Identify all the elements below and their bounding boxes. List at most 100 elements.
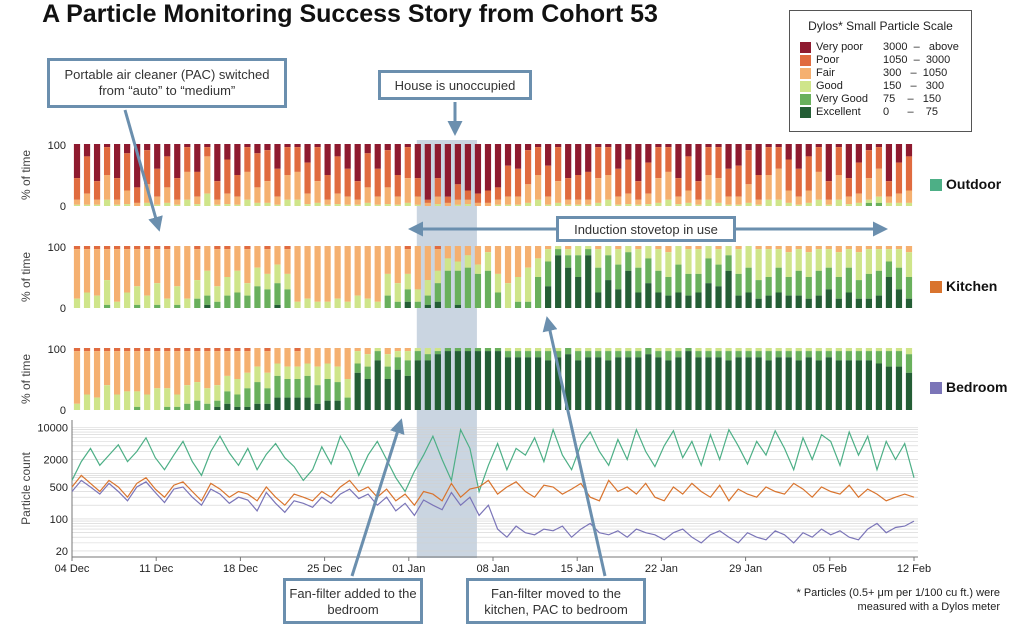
- bar-segment: [785, 202, 792, 206]
- bar-segment: [845, 144, 852, 179]
- bar-segment: [294, 348, 301, 352]
- legend-range: 1050 – 3000: [883, 54, 951, 66]
- bar-segment: [164, 348, 171, 352]
- bar-segment: [885, 348, 893, 352]
- bar-segment: [504, 196, 512, 205]
- callout-unoccupied: House is unoccupied: [378, 70, 532, 100]
- bar-segment: [655, 348, 662, 352]
- bar-segment: [464, 246, 472, 256]
- bar-segment: [164, 388, 171, 407]
- bar-segment: [765, 249, 772, 277]
- bar-segment: [775, 351, 782, 358]
- bar-segment: [555, 351, 562, 358]
- bar-segment: [264, 246, 271, 250]
- chart-title: A Particle Monitoring Success Story from…: [42, 0, 658, 28]
- bar-segment: [103, 385, 111, 410]
- bar-segment: [394, 283, 401, 302]
- bar-segment: [545, 165, 552, 197]
- bar-segment: [575, 348, 582, 352]
- bar-segment: [645, 144, 652, 163]
- bar-segment: [535, 246, 542, 259]
- bar-segment: [264, 351, 271, 373]
- bar-segment: [474, 246, 482, 265]
- bar-segment: [615, 144, 622, 169]
- x-tick-label: 05 Feb: [813, 563, 847, 575]
- bar-segment: [254, 246, 261, 268]
- bar-segment: [905, 252, 913, 277]
- bar-segment: [384, 379, 391, 410]
- bar-segment: [875, 249, 883, 271]
- bar-segment: [735, 295, 742, 308]
- bar-segment: [174, 394, 181, 407]
- bar-segment: [103, 175, 111, 200]
- bar-segment: [284, 199, 291, 206]
- bar-segment: [565, 144, 572, 179]
- bar-segment: [785, 277, 792, 296]
- bar-segment: [504, 246, 512, 284]
- bar-segment: [103, 280, 111, 305]
- bar-segment: [224, 391, 231, 404]
- bar-segment: [524, 150, 532, 185]
- bar-segment: [545, 351, 552, 361]
- bar-segment: [194, 351, 201, 383]
- bar-segment: [745, 267, 752, 293]
- bar-segment: [444, 246, 451, 259]
- bar-segment: [605, 348, 612, 352]
- bar-segment: [93, 204, 101, 206]
- bar-segment: [855, 252, 862, 281]
- bar-segment: [585, 199, 592, 205]
- bar-segment: [414, 360, 421, 410]
- bar-segment: [144, 202, 151, 206]
- bar-segment: [494, 199, 502, 205]
- bar-segment: [885, 261, 893, 277]
- bar-segment: [875, 270, 883, 296]
- bar-segment: [715, 264, 722, 287]
- bar-segment: [805, 298, 812, 308]
- bar-segment: [404, 273, 411, 290]
- bar-segment: [715, 246, 722, 250]
- bar-segment: [855, 202, 862, 206]
- bar-segment: [444, 144, 451, 197]
- bar-segment: [565, 255, 572, 268]
- bar-segment: [735, 357, 742, 410]
- bar-segment: [394, 351, 401, 358]
- bar-segment: [404, 147, 411, 179]
- bar-segment: [73, 199, 81, 205]
- bar-segment: [835, 147, 842, 175]
- bar-segment: [665, 144, 672, 148]
- bar-segment: [264, 181, 271, 203]
- bar-segment: [374, 348, 381, 352]
- bar-segment: [555, 357, 562, 410]
- bar-segment: [715, 147, 722, 179]
- bar-segment: [685, 351, 692, 410]
- bar-segment: [404, 249, 411, 274]
- bar-segment: [304, 348, 311, 364]
- bar-segment: [615, 196, 622, 205]
- bar-segment: [174, 246, 181, 287]
- bar-segment: [895, 144, 903, 163]
- bar-segment: [134, 351, 141, 392]
- bar-segment: [755, 298, 762, 308]
- bar-segment: [194, 298, 201, 308]
- bar-segment: [454, 204, 462, 206]
- bar-segment: [354, 351, 361, 364]
- bar-segment: [314, 246, 321, 302]
- bar-segment: [164, 249, 171, 299]
- bar-segment: [504, 283, 512, 308]
- legend-label: Very Good: [816, 93, 868, 105]
- bar-segment: [745, 246, 752, 268]
- bar-segment: [865, 150, 872, 179]
- bar-segment: [575, 144, 582, 175]
- bar-segment: [765, 295, 772, 308]
- bar-segment: [194, 382, 201, 401]
- bar-segment: [524, 202, 532, 206]
- x-tick-label: 08 Jan: [476, 563, 509, 575]
- bar-segment: [484, 202, 492, 206]
- bar-segment: [93, 181, 101, 200]
- bar-segment: [695, 273, 702, 293]
- bar-segment: [865, 298, 872, 308]
- bar-segment: [264, 273, 271, 290]
- line-ytick-label: 20: [56, 546, 68, 558]
- bar-segment: [344, 397, 351, 410]
- bar-segment: [424, 354, 431, 361]
